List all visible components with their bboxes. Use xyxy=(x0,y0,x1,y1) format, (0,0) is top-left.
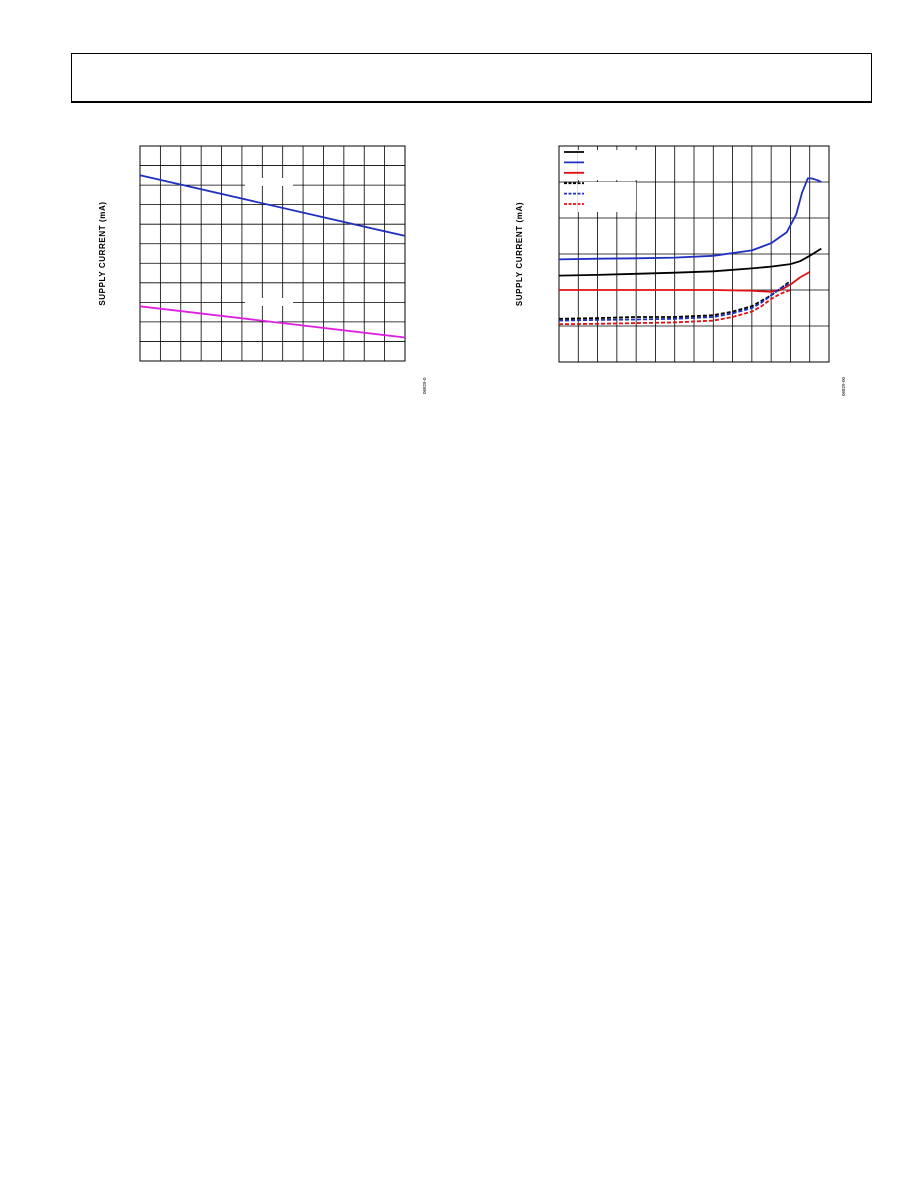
chart-right: SUPPLY CURRENT (mA) 06829-00 xyxy=(515,145,846,396)
label-patch xyxy=(578,182,636,212)
figure-id: 06829-00 xyxy=(841,376,846,396)
label-patch xyxy=(245,178,293,186)
y-axis-label: SUPPLY CURRENT (mA) xyxy=(515,202,524,306)
plot-frame xyxy=(139,145,406,362)
chart-left: SUPPLY CURRENT (mA) 06829-0 xyxy=(98,145,427,394)
series-line-3 xyxy=(559,271,811,293)
plot-frame xyxy=(558,145,830,363)
series-line-2 xyxy=(558,177,822,261)
series-line-2 xyxy=(139,305,406,339)
label-patch xyxy=(578,150,638,180)
label-patch xyxy=(245,298,293,306)
series-line-1 xyxy=(139,174,406,237)
y-axis-label: SUPPLY CURRENT (mA) xyxy=(98,201,107,305)
figure-id: 06829-0 xyxy=(422,377,427,394)
series-line-1 xyxy=(558,247,822,277)
page-header-box xyxy=(71,53,872,103)
